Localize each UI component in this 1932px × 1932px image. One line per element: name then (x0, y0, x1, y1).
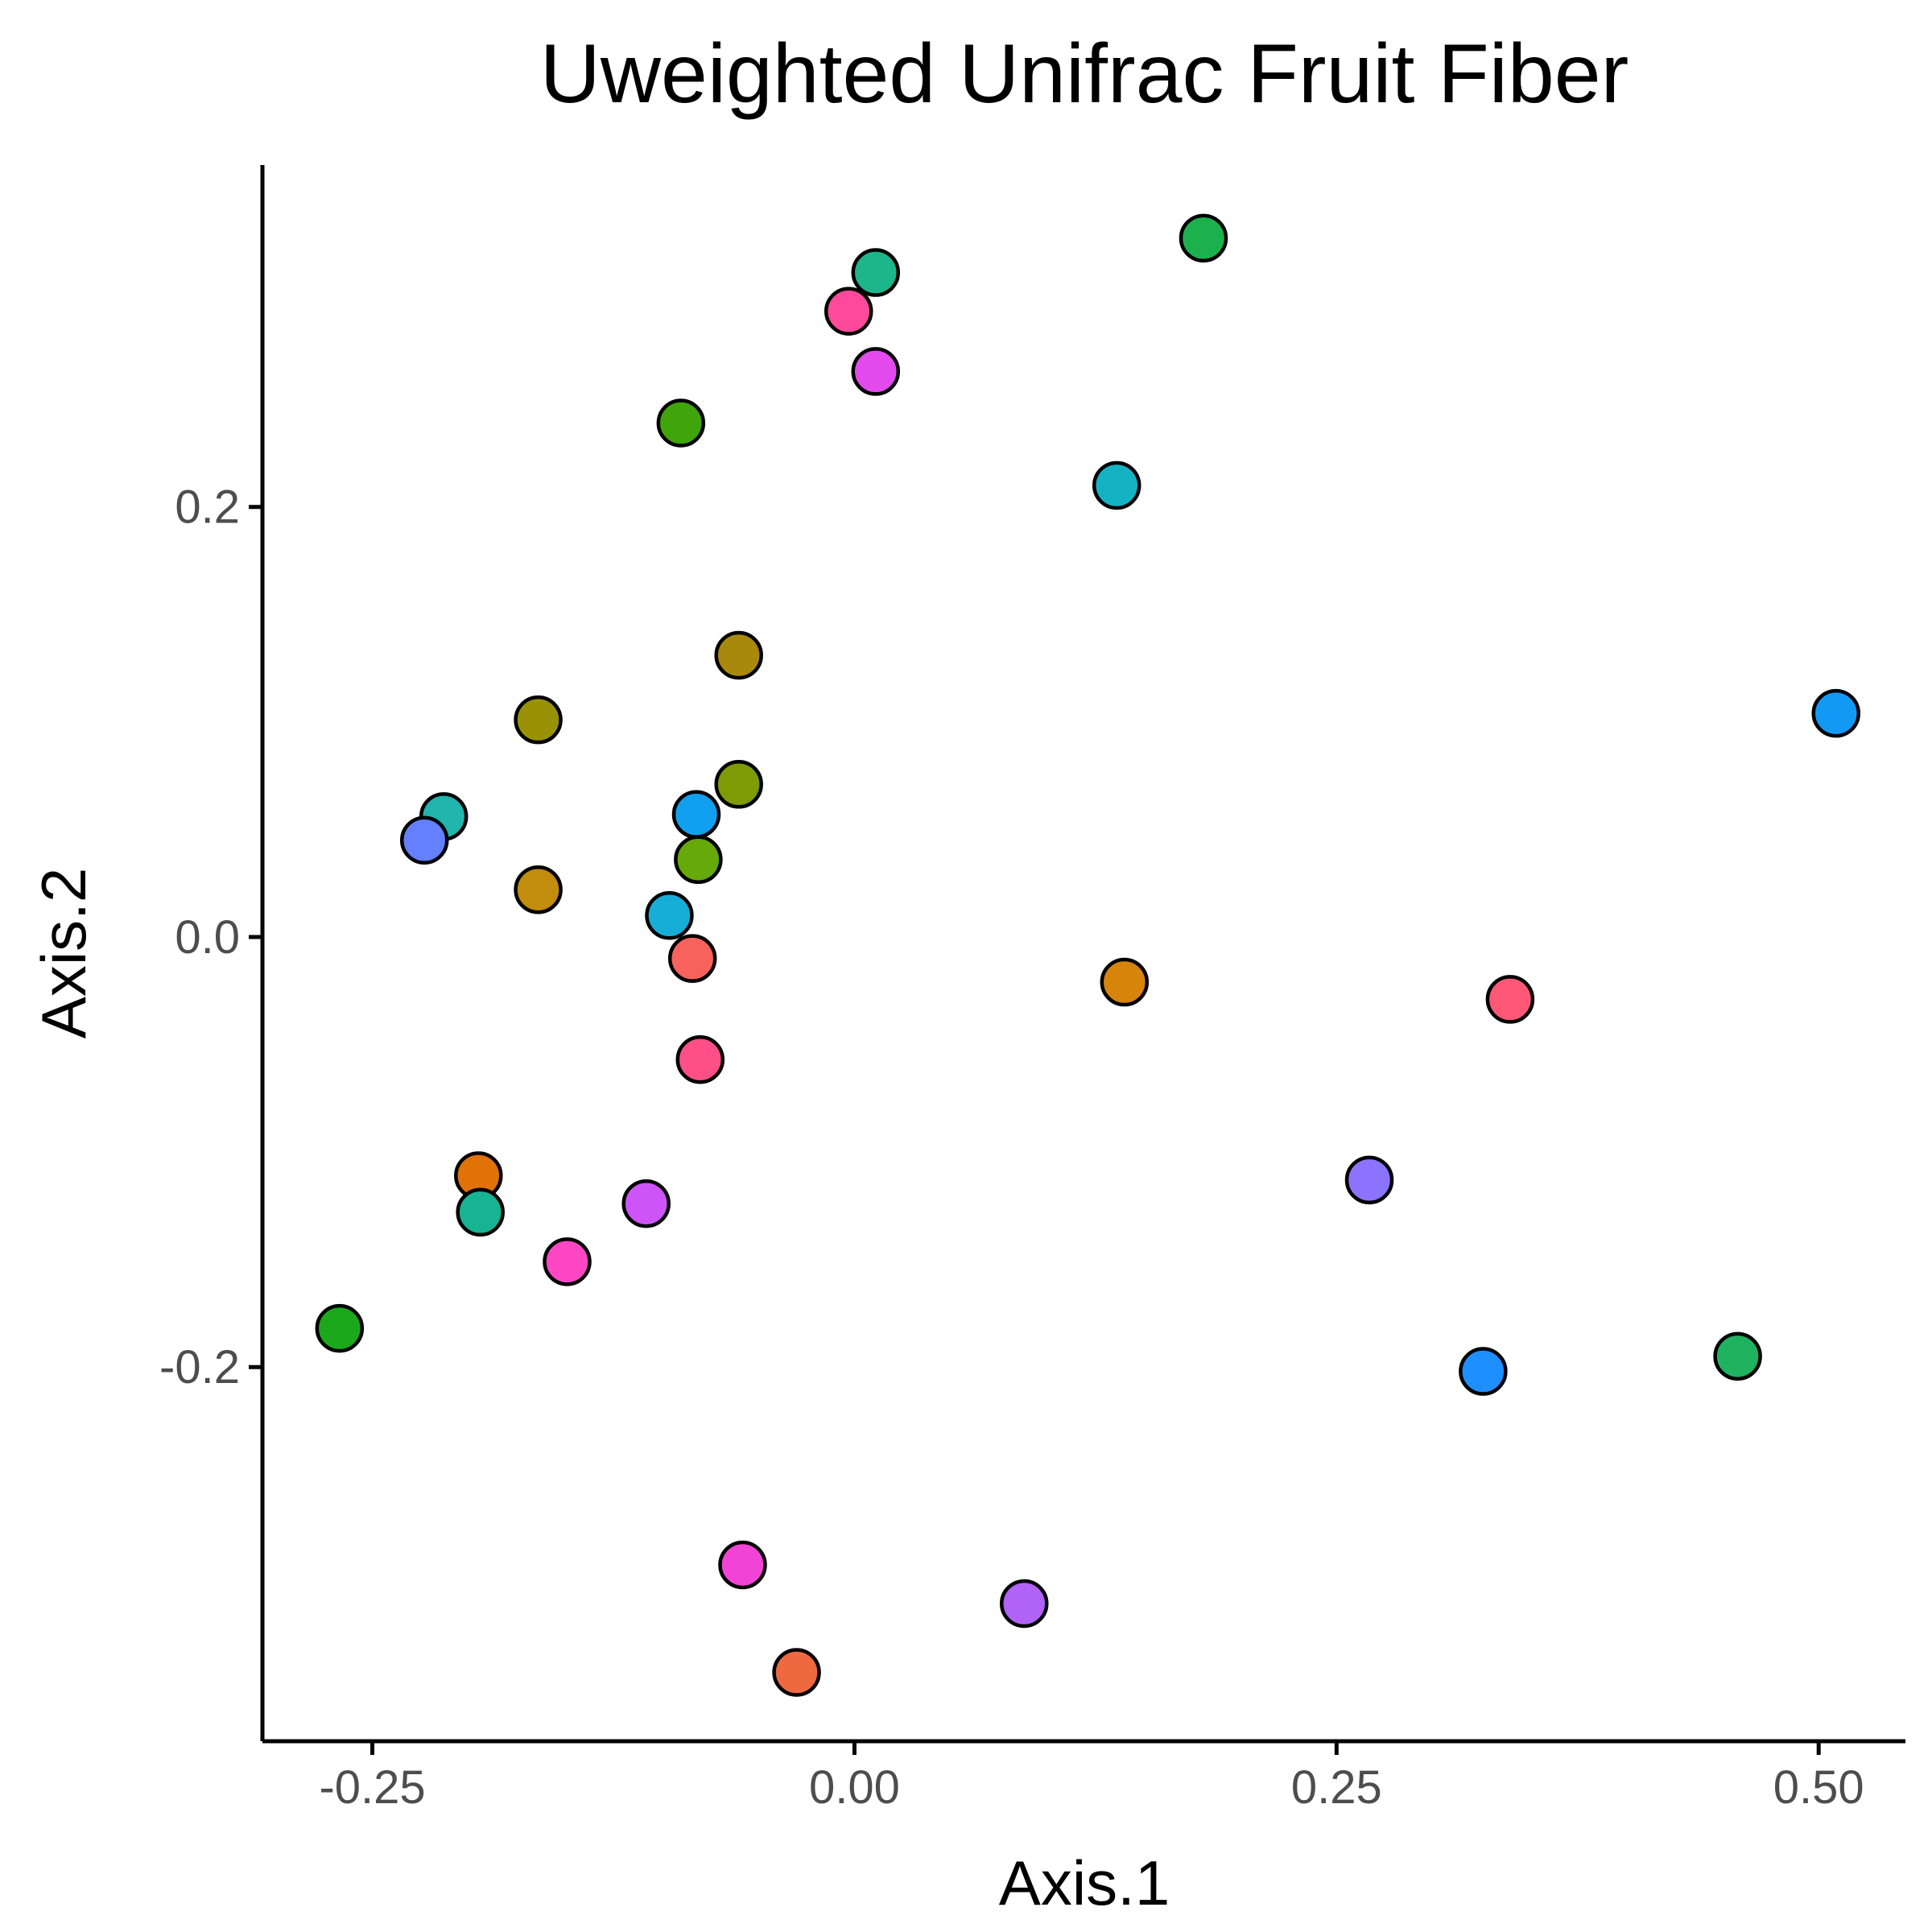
data-point (1179, 213, 1228, 263)
data-point (1344, 1155, 1394, 1205)
data-point (514, 865, 563, 914)
y-tick-label: 0.2 (175, 481, 240, 534)
data-point (675, 1034, 725, 1084)
x-axis-label: Axis.1 (999, 1847, 1170, 1918)
data-point (824, 287, 873, 336)
data-point (456, 1187, 505, 1237)
data-point (718, 1540, 767, 1590)
axis-ticks: -0.25 0.00 0.25 0.50 0.2 0.0 -0.2 (159, 481, 1864, 1814)
data-point (999, 1579, 1049, 1629)
data-point (714, 630, 763, 680)
data-point (714, 760, 763, 809)
data-point (674, 835, 723, 885)
data-point (315, 1303, 365, 1353)
chart-title: Uweighted Unifrac Fruit Fiber (540, 27, 1629, 121)
data-point (656, 398, 706, 448)
data-point (1092, 460, 1141, 510)
data-point (1459, 1347, 1508, 1396)
data-point (621, 1179, 671, 1228)
data-point (514, 695, 563, 745)
data-point (543, 1237, 592, 1286)
x-tick-label: 0.50 (1773, 1761, 1864, 1814)
y-tick-label: 0.0 (175, 911, 240, 964)
data-point (1485, 975, 1535, 1024)
data-point (399, 815, 449, 865)
data-point (671, 790, 721, 839)
data-point (1811, 688, 1861, 738)
data-point (851, 248, 901, 297)
x-tick-label: -0.25 (319, 1761, 425, 1814)
data-point (667, 934, 717, 983)
data-point (851, 347, 901, 396)
y-tick-label: -0.2 (159, 1341, 240, 1393)
y-axis-label: Axis.2 (28, 868, 99, 1038)
x-tick-label: 0.00 (809, 1761, 900, 1814)
x-tick-label: 0.25 (1291, 1761, 1382, 1814)
data-points (315, 213, 1861, 1697)
data-point (645, 891, 694, 940)
data-point (772, 1648, 821, 1697)
data-point (1100, 957, 1150, 1007)
data-point (1713, 1331, 1762, 1381)
